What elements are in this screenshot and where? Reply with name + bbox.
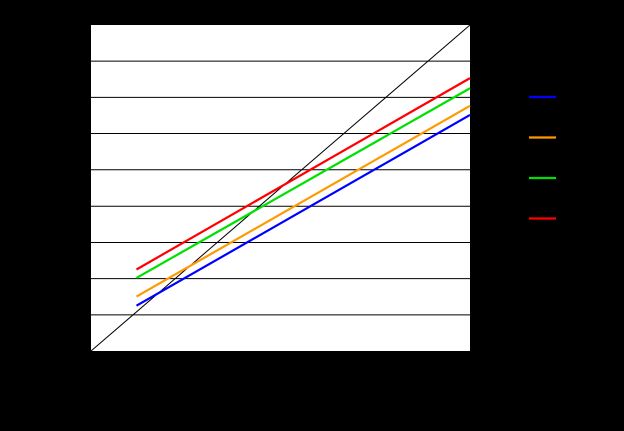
gridlines [91,60,470,316]
series-line-3 [135,87,471,279]
series-line-1 [135,114,471,307]
series-line-4 [135,77,471,271]
legend [529,95,556,220]
series-line-2 [135,104,471,298]
series-lines [135,77,471,307]
